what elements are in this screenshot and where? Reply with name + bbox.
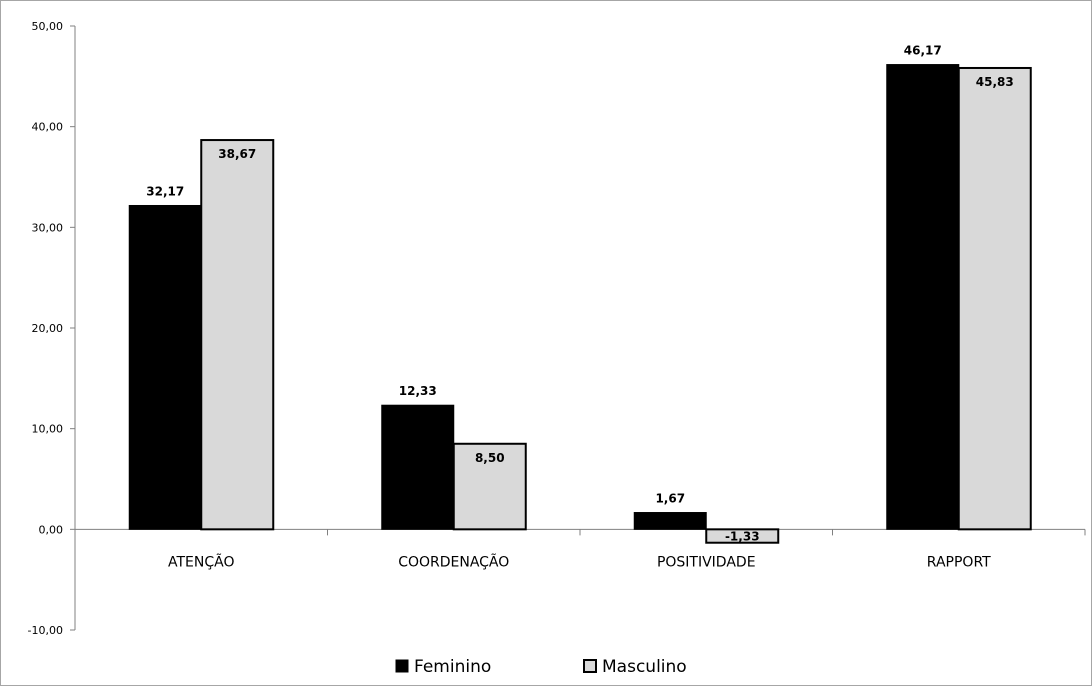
bar-feminino-0 — [128, 204, 202, 530]
legend-label-masculino: Masculino — [602, 657, 687, 677]
y-tick-label: -10,00 — [28, 624, 63, 637]
bar-feminino-3 — [886, 64, 960, 530]
y-tick-label: 50,00 — [32, 20, 64, 33]
y-tick-label: 20,00 — [32, 322, 64, 335]
data-label: 8,50 — [475, 451, 505, 465]
y-tick-label: 40,00 — [32, 121, 64, 134]
legend-swatch-masculino — [583, 659, 597, 673]
data-label: 45,83 — [976, 75, 1014, 89]
bar-masculino-2 — [705, 528, 780, 544]
bar-feminino-1 — [381, 404, 455, 530]
data-label: 32,17 — [146, 184, 184, 198]
data-label: 1,67 — [655, 492, 685, 506]
y-tick-label: 10,00 — [32, 423, 64, 436]
bar-masculino-0 — [200, 139, 275, 531]
bar-feminino-2 — [633, 512, 707, 530]
y-tick-label: 0,00 — [39, 523, 64, 536]
bar-masculino-3 — [957, 66, 1032, 531]
bar-masculino-1 — [452, 442, 527, 531]
x-tick-label: ATENÇÃO — [168, 553, 235, 570]
data-label: -1,33 — [725, 530, 760, 544]
data-label: 12,33 — [399, 384, 437, 398]
x-tick-label: COORDENAÇÃO — [398, 553, 509, 570]
legend-label-feminino: Feminino — [414, 657, 491, 677]
x-tick-label: POSITIVIDADE — [657, 554, 756, 570]
data-label: 46,17 — [904, 44, 942, 58]
data-label: 38,67 — [218, 147, 256, 161]
legend-swatch-feminino — [395, 659, 409, 673]
y-tick-label: 30,00 — [32, 221, 64, 234]
x-tick-label: RAPPORT — [927, 554, 991, 570]
